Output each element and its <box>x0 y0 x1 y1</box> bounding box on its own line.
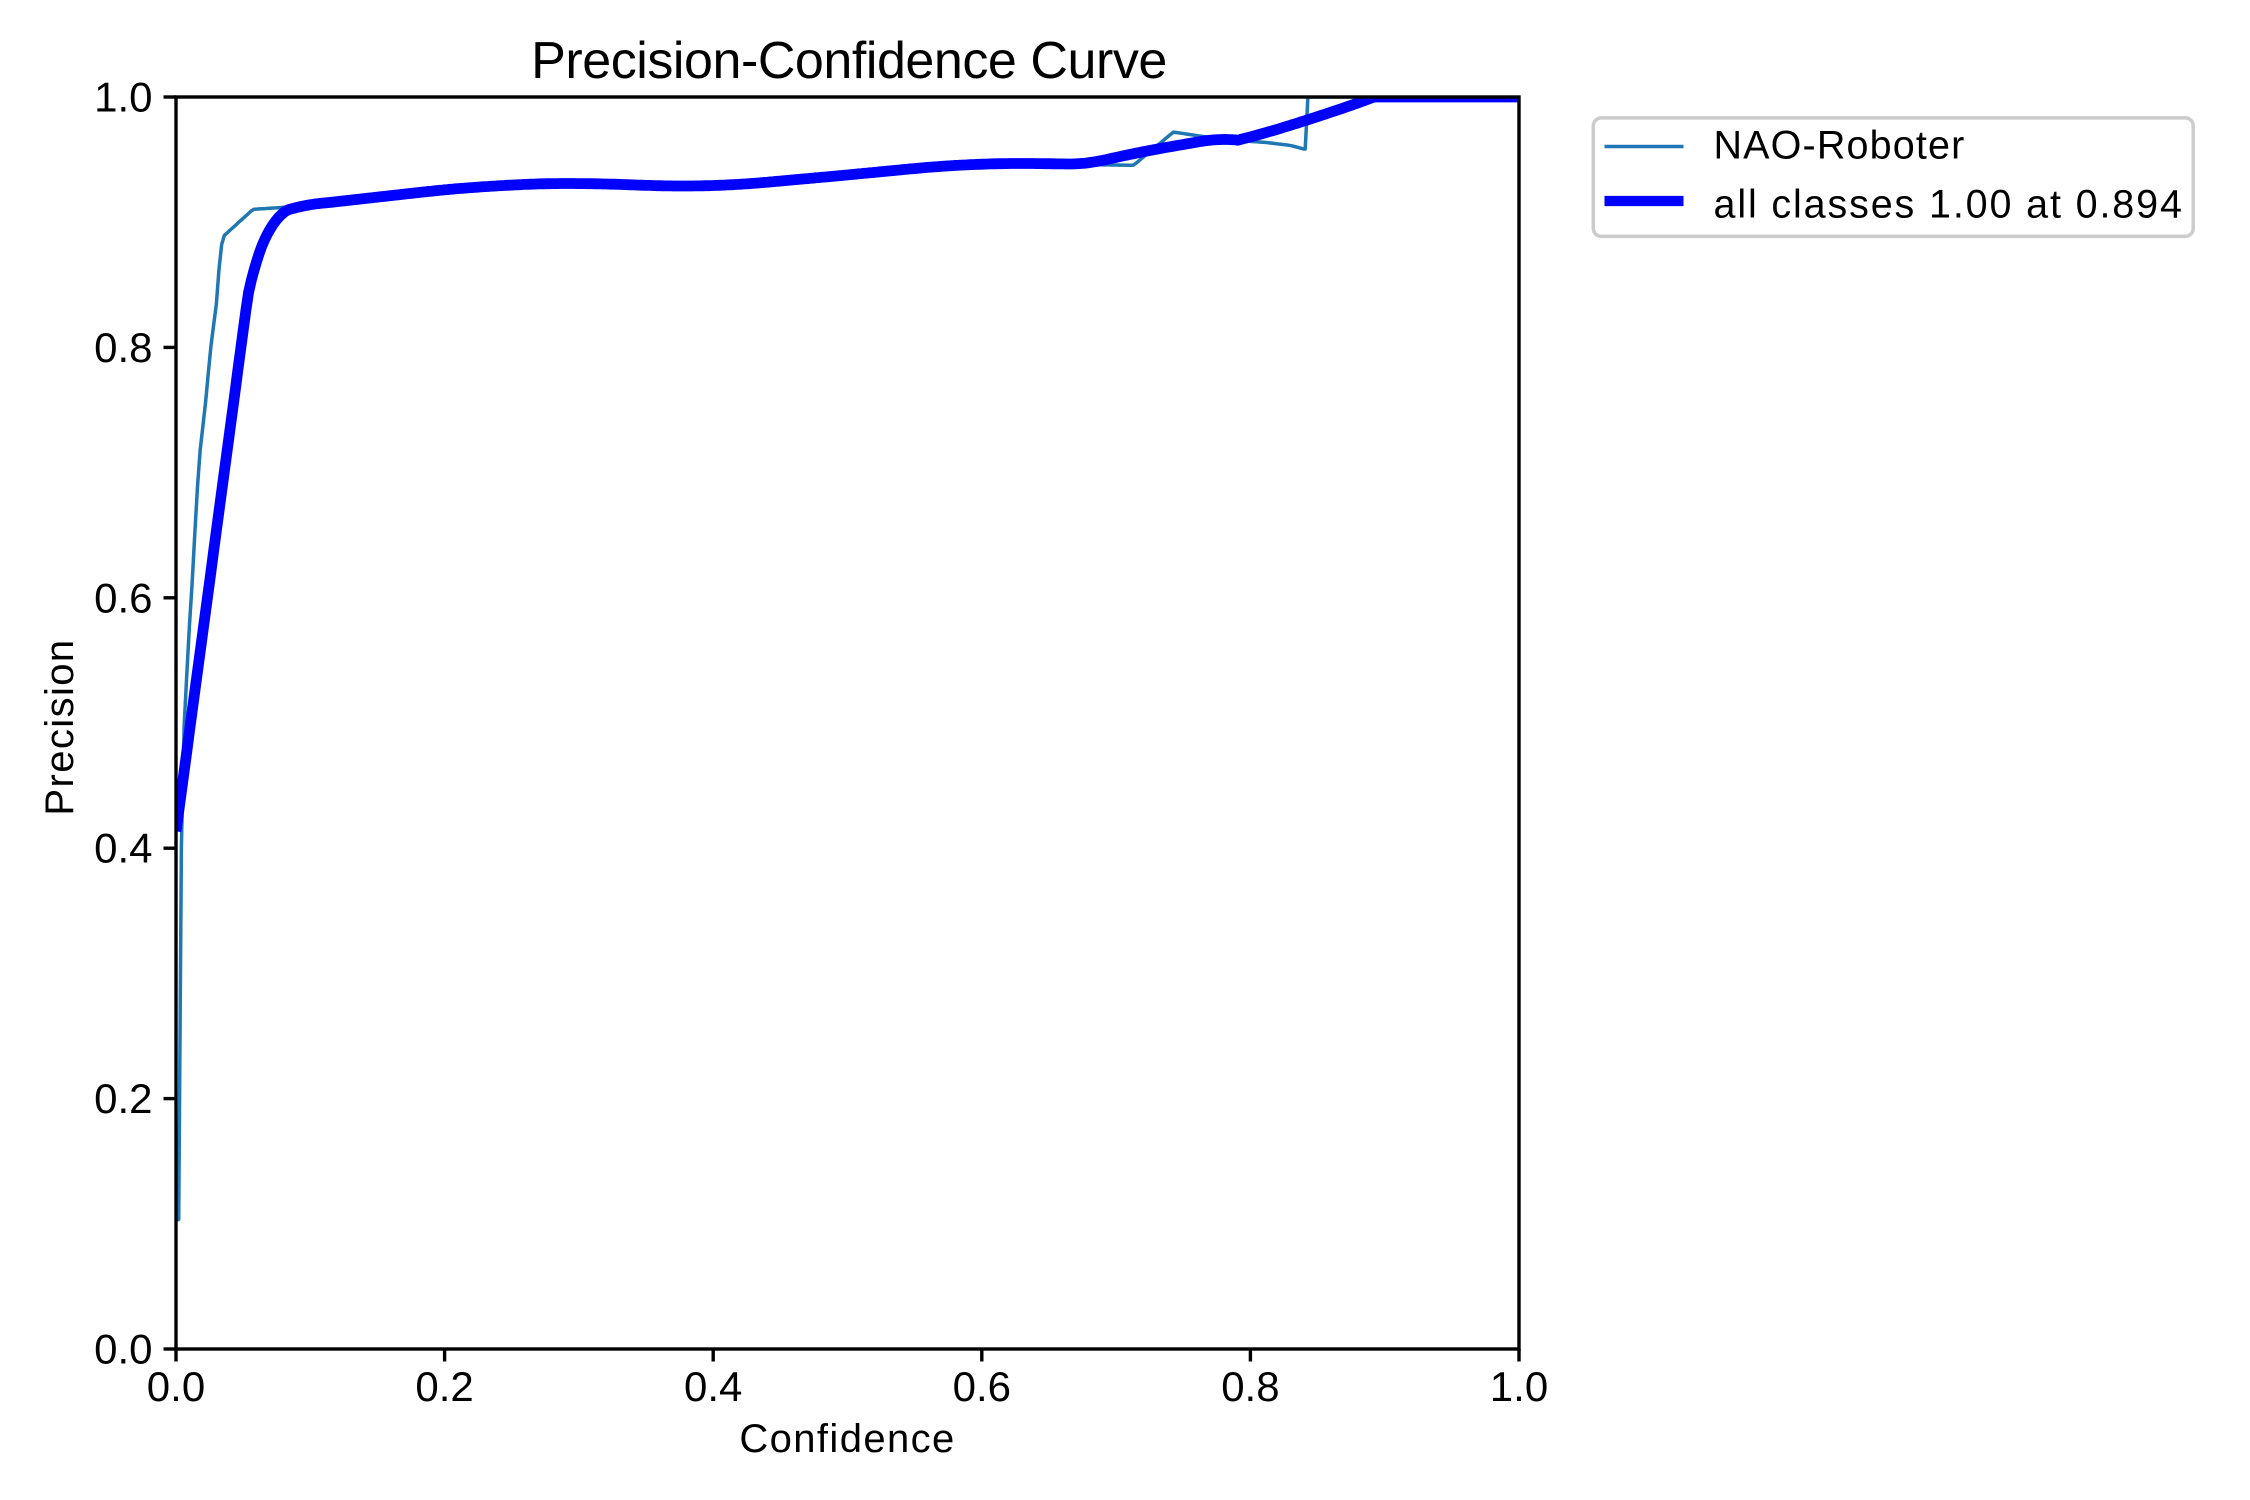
svg-text:0.4: 0.4 <box>94 825 152 872</box>
svg-text:Precision-Confidence Curve: Precision-Confidence Curve <box>531 32 1167 90</box>
svg-text:0.8: 0.8 <box>94 324 152 371</box>
svg-text:Confidence: Confidence <box>739 1417 955 1461</box>
svg-text:0.4: 0.4 <box>684 1363 742 1410</box>
svg-text:NAO-Roboter: NAO-Roboter <box>1714 124 1966 168</box>
svg-text:all classes 1.00 at 0.894: all classes 1.00 at 0.894 <box>1714 182 2184 226</box>
svg-text:0.2: 0.2 <box>415 1363 473 1410</box>
svg-text:0.8: 0.8 <box>1221 1363 1279 1410</box>
svg-text:1.0: 1.0 <box>1490 1363 1548 1410</box>
svg-text:1.0: 1.0 <box>94 74 152 121</box>
svg-text:0.2: 0.2 <box>94 1075 152 1122</box>
svg-text:Precision: Precision <box>38 638 82 815</box>
svg-text:0.6: 0.6 <box>953 1363 1011 1410</box>
svg-text:0.6: 0.6 <box>94 574 152 621</box>
svg-text:0.0: 0.0 <box>147 1363 205 1410</box>
svg-text:0.0: 0.0 <box>94 1326 152 1373</box>
